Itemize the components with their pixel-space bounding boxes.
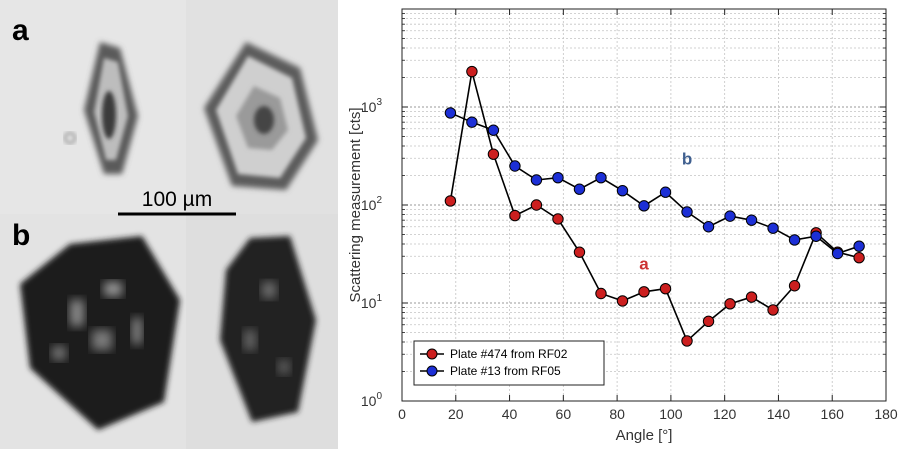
legend-box <box>413 340 605 386</box>
series-0-line <box>449 71 860 343</box>
series-0-point <box>509 209 521 222</box>
x-tick-label: 80 <box>609 406 625 422</box>
series-1-point <box>509 160 521 172</box>
series-0-point <box>724 298 736 310</box>
series-0-point <box>552 213 564 225</box>
series-1-point <box>745 214 758 226</box>
x-tick-label: 20 <box>448 406 464 422</box>
y-tick-label: 102 <box>361 195 383 213</box>
x-tick-label: 180 <box>874 406 898 422</box>
crystal-b-left <box>20 236 180 430</box>
series-0-point <box>853 251 865 264</box>
y-tick-exponent: 3 <box>376 97 382 108</box>
series-1-point <box>853 240 865 252</box>
x-tick-label: 60 <box>556 406 572 422</box>
legend-marker-0 <box>426 348 438 360</box>
series-1-point <box>466 116 478 128</box>
series-0-point <box>745 291 758 303</box>
microscopy-panel: 100 µm a b <box>0 0 338 449</box>
series-0-point <box>702 315 715 328</box>
scale-bar: 100 µm <box>118 188 236 216</box>
x-tick-label: 100 <box>659 406 683 422</box>
series-0-point <box>767 304 779 316</box>
series-0-point <box>466 65 478 78</box>
series-0-point <box>788 280 801 292</box>
x-tick-label: 120 <box>713 406 737 422</box>
series-0-point <box>530 199 543 211</box>
legend-label-0: Plate #474 from RF02 <box>450 347 568 361</box>
series-1-point <box>616 184 629 197</box>
series-0-point <box>487 148 500 160</box>
panel-label-b: b <box>12 219 30 252</box>
legend-marker-1 <box>426 365 438 377</box>
y-tick-exponent: 2 <box>376 195 382 206</box>
series-0-point <box>659 282 672 295</box>
series-1-point <box>681 206 693 218</box>
legend: Plate #474 from RF02 Plate #13 from RF05 <box>413 340 605 386</box>
series-1-line <box>450 112 860 255</box>
series-0-point <box>444 195 457 207</box>
series-1-point <box>552 171 564 184</box>
series <box>444 65 865 347</box>
series-0-annotation: a <box>639 254 649 273</box>
series-1-point <box>831 247 844 260</box>
y-tick-exponent: 1 <box>376 293 382 304</box>
y-tick-label: 101 <box>361 293 383 311</box>
series-1-point <box>724 210 736 222</box>
series-1-point <box>595 171 607 184</box>
panel-label-a: a <box>12 14 29 47</box>
series-0-point <box>638 286 650 298</box>
series-1-point <box>530 174 543 186</box>
y-tick-label: 103 <box>361 97 383 115</box>
scale-bar-label: 100 µm <box>142 188 212 211</box>
series-1-point <box>767 222 779 234</box>
crystal-b-right <box>220 236 316 422</box>
x-tick-label: 40 <box>502 406 518 422</box>
series-1-point <box>638 200 650 212</box>
x-axis-title: Angle [°] <box>616 427 673 444</box>
series-1-point <box>810 230 822 242</box>
series-1-point <box>487 124 500 136</box>
series-1-point <box>659 186 672 198</box>
x-tick-label: 0 <box>398 406 406 422</box>
series-0-point <box>595 287 607 300</box>
series-0-point <box>573 246 586 258</box>
crystal-a-left <box>64 42 138 174</box>
series-1-point <box>573 183 586 195</box>
series-1-annotation: b <box>682 149 692 168</box>
y-tick-label: 100 <box>361 391 383 409</box>
legend-label-1: Plate #13 from RF05 <box>450 364 561 378</box>
series-0-point <box>681 335 693 347</box>
crystal-a-right <box>204 42 318 190</box>
y-axis-title: Scattering measurement [cts] <box>347 107 364 302</box>
y-tick-exponent: 0 <box>376 391 382 402</box>
series-1-point <box>788 234 801 246</box>
series-1-point <box>444 107 457 119</box>
series-0-point <box>616 295 629 307</box>
series-annotations: ab <box>639 149 692 273</box>
x-tick-label: 160 <box>821 406 845 422</box>
series-1-point <box>702 221 715 233</box>
x-tick-label: 140 <box>767 406 791 422</box>
